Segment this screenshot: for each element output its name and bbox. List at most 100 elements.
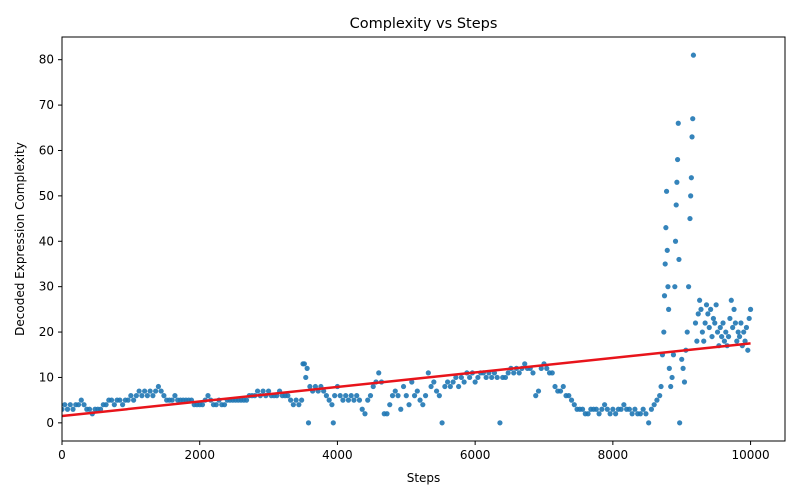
data-point	[741, 329, 747, 335]
data-point	[677, 420, 683, 426]
data-point	[362, 411, 368, 417]
data-point	[299, 397, 305, 403]
data-point	[392, 388, 398, 394]
y-tick-label: 30	[39, 280, 54, 294]
data-point	[213, 402, 219, 408]
data-point	[604, 406, 610, 412]
data-point	[447, 383, 453, 390]
data-point	[343, 393, 349, 399]
data-point	[694, 338, 700, 344]
x-axis-label: Steps	[407, 471, 441, 485]
data-point	[150, 393, 156, 399]
x-tick-label: 2000	[184, 448, 215, 462]
trend-line	[61, 342, 751, 418]
data-point	[714, 329, 721, 335]
data-point	[307, 383, 313, 390]
data-point	[483, 374, 489, 381]
data-point	[646, 420, 652, 426]
data-point	[728, 297, 734, 303]
data-point	[746, 315, 752, 322]
data-point	[522, 361, 528, 367]
data-point	[666, 365, 672, 371]
data-point	[621, 402, 627, 408]
y-tick-label: 60	[39, 143, 54, 157]
data-point	[296, 402, 302, 408]
data-point	[103, 402, 109, 408]
data-point	[674, 179, 680, 185]
data-point	[467, 374, 473, 381]
data-point	[727, 315, 733, 322]
data-point	[285, 393, 291, 399]
data-point	[607, 411, 613, 417]
data-point	[367, 393, 374, 399]
data-point	[670, 352, 677, 358]
data-point	[153, 388, 159, 394]
data-point	[428, 383, 434, 390]
data-point	[593, 406, 599, 412]
data-point	[78, 397, 84, 403]
data-point	[738, 320, 744, 326]
data-point	[136, 388, 142, 394]
data-point	[732, 320, 739, 326]
data-point	[688, 193, 694, 199]
data-point	[312, 383, 318, 390]
data-point	[450, 379, 456, 385]
data-point	[205, 393, 211, 399]
data-point	[400, 383, 407, 390]
data-point	[293, 397, 299, 403]
data-point	[144, 393, 150, 399]
data-point	[661, 329, 667, 335]
x-tick-label: 0	[58, 448, 66, 462]
data-point	[304, 365, 310, 371]
data-point	[596, 411, 602, 417]
data-point	[601, 402, 608, 408]
plot-background	[62, 37, 785, 441]
data-point	[131, 397, 137, 403]
data-point	[710, 315, 716, 322]
data-point	[672, 238, 679, 244]
data-point	[494, 374, 500, 381]
y-tick-label: 40	[39, 234, 54, 248]
data-point	[662, 261, 668, 267]
data-point	[158, 388, 164, 394]
data-point	[533, 393, 539, 399]
data-point	[356, 397, 363, 403]
data-point	[585, 411, 591, 417]
data-point	[365, 397, 371, 403]
data-point	[337, 393, 343, 399]
data-point	[64, 406, 71, 412]
data-point	[323, 393, 330, 399]
data-point	[705, 311, 711, 317]
data-point	[345, 397, 352, 403]
x-tick-label: 4000	[322, 448, 353, 462]
data-point	[403, 393, 409, 399]
data-point	[651, 402, 657, 408]
data-point	[75, 402, 82, 408]
data-point	[439, 420, 445, 426]
data-point	[661, 293, 668, 299]
data-point	[657, 393, 663, 399]
data-point	[686, 284, 692, 290]
data-point	[538, 365, 544, 371]
data-point	[370, 383, 376, 390]
data-point	[265, 388, 272, 394]
data-point	[332, 393, 338, 399]
data-point	[571, 402, 577, 408]
data-point	[70, 406, 76, 412]
data-point	[169, 397, 175, 403]
data-point	[669, 374, 675, 381]
data-point	[417, 397, 423, 403]
data-point	[395, 393, 401, 399]
y-tick-label: 20	[39, 325, 54, 339]
data-point	[599, 406, 605, 412]
plot-border	[61, 36, 786, 442]
data-point	[698, 306, 704, 312]
data-point	[67, 402, 73, 408]
data-point	[730, 324, 736, 331]
data-point	[461, 379, 467, 385]
data-point	[290, 402, 296, 408]
data-point	[436, 393, 442, 399]
data-point	[128, 393, 134, 399]
data-point	[62, 402, 68, 408]
